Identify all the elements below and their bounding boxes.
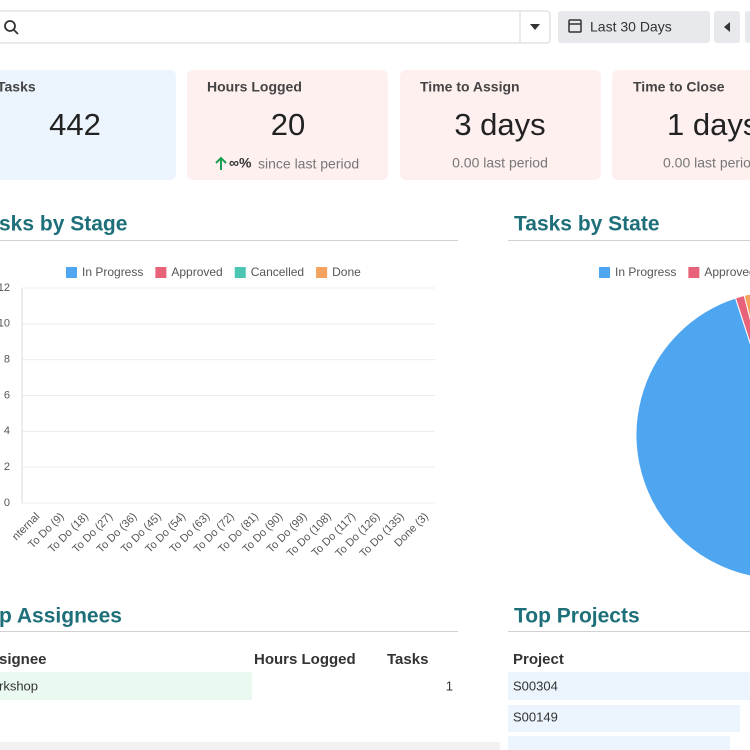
legend-label: In Progress xyxy=(615,265,676,279)
kpi-card[interactable] xyxy=(612,70,750,180)
kpi-card[interactable] xyxy=(0,70,176,180)
section-title: sks by Stage xyxy=(0,213,127,236)
row-highlight xyxy=(508,672,750,700)
y-tick-label: 4 xyxy=(4,425,10,437)
kpi-card[interactable] xyxy=(187,70,388,180)
search-icon xyxy=(4,20,16,32)
kpi-value: 442 xyxy=(49,107,101,142)
row-highlight xyxy=(0,672,252,700)
legend-swatch xyxy=(234,267,246,278)
legend-label: Done xyxy=(332,265,361,279)
kpi-value: 20 xyxy=(271,107,305,142)
legend-label: Approved xyxy=(704,265,750,279)
kpi-note: 0.00 last period xyxy=(663,155,750,171)
kpi-card[interactable] xyxy=(400,70,601,180)
column-header: Hours Logged xyxy=(254,651,356,668)
legend-label: Approved xyxy=(171,265,222,279)
y-tick-label: 10 xyxy=(0,318,10,330)
kpi-value: 3 days xyxy=(454,107,545,142)
search-box[interactable] xyxy=(0,10,551,44)
assignee-tasks: 1 xyxy=(446,678,453,693)
next-button[interactable] xyxy=(745,11,750,43)
column-header: Project xyxy=(513,651,564,668)
charts: In Progress Approved Cancelled Done 0 2 4 6 8 10 1… xyxy=(0,265,750,577)
dropdown-toggle[interactable] xyxy=(530,24,540,30)
row-highlight xyxy=(508,705,740,732)
prev-icon xyxy=(724,22,730,32)
date-filter[interactable] xyxy=(558,11,710,43)
y-tick-label: 8 xyxy=(4,354,10,366)
section-title: Tasks by State xyxy=(514,213,660,236)
search-icon xyxy=(13,29,19,35)
kpi-title: Time to Assign xyxy=(420,79,520,95)
legend-label: In Progress xyxy=(82,265,143,279)
y-tick-label: 6 xyxy=(4,389,10,401)
section-title: p Assignees xyxy=(0,605,122,628)
legend-swatch xyxy=(316,267,328,278)
date-range: Last 30 Days xyxy=(590,19,672,35)
legend-swatch xyxy=(599,267,610,278)
y-tick-label: 2 xyxy=(4,461,10,473)
footer-strip xyxy=(0,742,500,750)
legend-swatch xyxy=(155,267,167,278)
trend-up-icon xyxy=(215,156,227,170)
pie-slice xyxy=(743,293,750,321)
column-header: signee xyxy=(0,651,47,668)
section-title: Top Projects xyxy=(514,605,640,628)
y-tick-label: 0 xyxy=(4,497,10,509)
column-header: Tasks xyxy=(387,651,428,668)
kpi-value: 1 days xyxy=(667,107,750,142)
project-name[interactable]: S00304 xyxy=(513,678,558,693)
project-name[interactable]: S00149 xyxy=(513,709,558,724)
kpi-title: Time to Close xyxy=(633,79,725,95)
assignee-name[interactable]: rkshop xyxy=(0,678,38,693)
legend-swatch xyxy=(66,267,77,278)
kpi-change: ∞% xyxy=(229,155,252,171)
legend-label: Cancelled xyxy=(251,265,304,279)
legend-swatch xyxy=(688,267,700,278)
kpi-title: Hours Logged xyxy=(207,79,302,95)
kpi-title: Tasks xyxy=(0,79,36,95)
pie-slice xyxy=(635,297,750,577)
y-tick-label: 12 xyxy=(0,282,10,294)
row-highlight xyxy=(508,736,730,750)
kpi-note: since last period xyxy=(258,156,359,172)
kpi-note: 0.00 last period xyxy=(452,155,548,171)
calendar-icon xyxy=(568,19,582,33)
